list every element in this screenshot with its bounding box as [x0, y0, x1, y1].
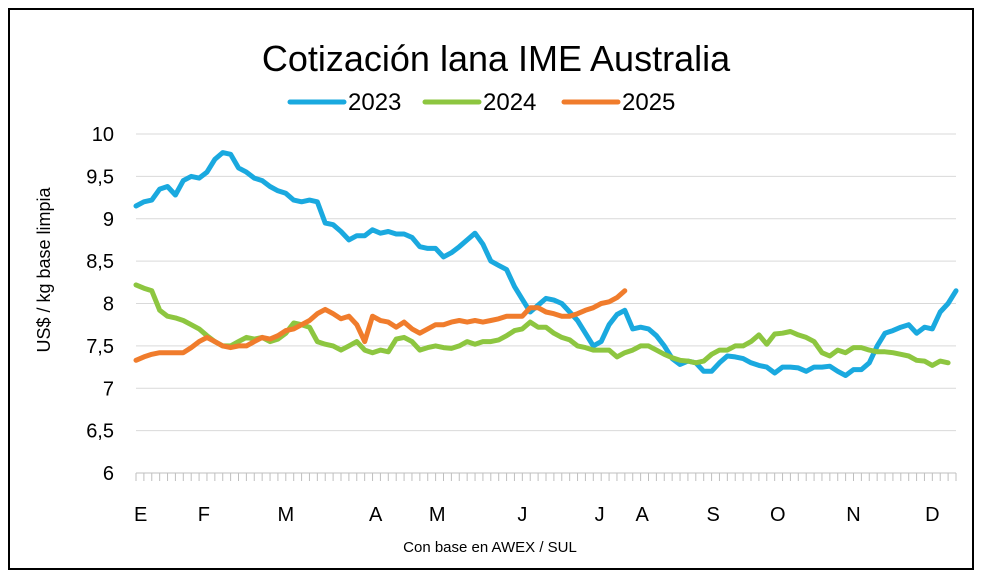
x-tick-label: N [846, 504, 860, 526]
y-tick-label: 6 [103, 463, 114, 485]
y-tick-label: 7 [103, 378, 114, 400]
legend-label-2024: 2024 [483, 89, 536, 116]
series-line-2024 [133, 282, 951, 368]
series-line-2023 [133, 150, 959, 378]
x-tick-label: O [770, 504, 786, 526]
y-tick-label: 7,5 [86, 336, 114, 358]
chart-title: Cotización lana IME Australia [262, 38, 731, 79]
series-lines [133, 150, 959, 378]
x-tick-label: A [636, 504, 650, 526]
x-tick-label: M [277, 504, 294, 526]
x-tick-label: F [198, 504, 210, 526]
y-tick-label: 10 [92, 124, 114, 146]
x-tick-label: E [134, 504, 147, 526]
x-tick-label: J [517, 504, 527, 526]
y-tick-label: 9 [103, 209, 114, 231]
y-axis-ticks: 6 6,5 7 7,5 8 8,5 9 9,5 10 [86, 124, 114, 485]
gridlines [136, 133, 956, 474]
legend: 2023 2024 2025 [287, 89, 675, 116]
x-axis-label: Con base en AWEX / SUL [403, 539, 577, 556]
series-line-2025 [133, 288, 628, 363]
y-tick-label: 6,5 [86, 421, 114, 443]
x-tick-label: M [429, 504, 446, 526]
y-tick-label: 8 [103, 294, 114, 316]
legend-label-2025: 2025 [622, 89, 675, 116]
chart-frame: Cotización lana IME Australia 2023 2024 20… [8, 8, 974, 570]
y-axis-label: US$ / kg base limpia [34, 186, 54, 352]
x-tick-label: A [369, 504, 383, 526]
line-chart: Cotización lana IME Australia 2023 2024 20… [34, 38, 959, 556]
legend-label-2023: 2023 [348, 89, 401, 116]
x-tick-label: D [925, 504, 939, 526]
x-tick-label: S [706, 504, 719, 526]
y-tick-label: 8,5 [86, 251, 114, 273]
x-tick-label: J [595, 504, 605, 526]
y-tick-label: 9,5 [86, 166, 114, 188]
